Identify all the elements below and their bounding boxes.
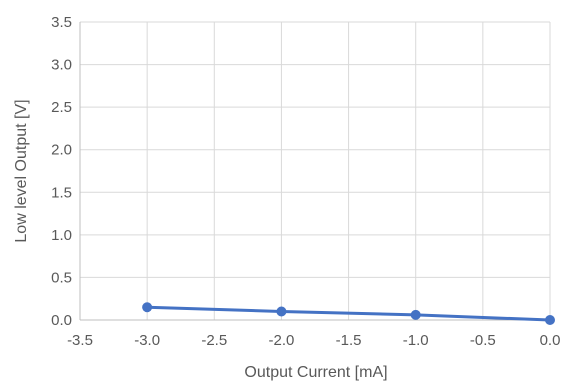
data-point (545, 315, 555, 325)
x-tick-label: -1.5 (336, 332, 362, 349)
y-axis-title: Low level Output [V] (13, 99, 30, 242)
axes (79, 22, 550, 321)
y-tick-labels: 0.0 0.5 1.0 1.5 2.0 2.5 3.0 3.5 (51, 14, 72, 329)
x-tick-labels: -3.5 -3.0 -2.5 -2.0 -1.5 -1.0 -0.5 0.0 (67, 332, 560, 349)
x-tick-label: -2.0 (268, 332, 294, 349)
x-axis-title: Output Current [mA] (244, 364, 387, 381)
grid-lines (80, 21, 551, 320)
x-tick-label: -3.5 (67, 332, 93, 349)
x-tick-label: -3.0 (134, 332, 160, 349)
y-tick-label: 0.0 (51, 312, 72, 329)
x-tick-label: -1.0 (403, 332, 429, 349)
y-tick-label: 1.0 (51, 227, 72, 244)
data-point (410, 309, 421, 320)
y-tick-label: 3.5 (51, 14, 72, 31)
series-layer (142, 302, 555, 325)
y-tick-label: 1.5 (51, 184, 72, 201)
x-tick-label: 0.0 (540, 332, 561, 349)
y-tick-label: 0.5 (51, 269, 72, 286)
y-tick-label: 3.0 (51, 57, 72, 74)
x-tick-label: -2.5 (201, 332, 227, 349)
x-tick-label: -0.5 (470, 332, 496, 349)
y-tick-label: 2.0 (51, 142, 72, 159)
series-line (145, 305, 552, 322)
data-point (142, 302, 153, 313)
data-point (276, 306, 287, 317)
y-tick-label: 2.5 (51, 99, 72, 116)
